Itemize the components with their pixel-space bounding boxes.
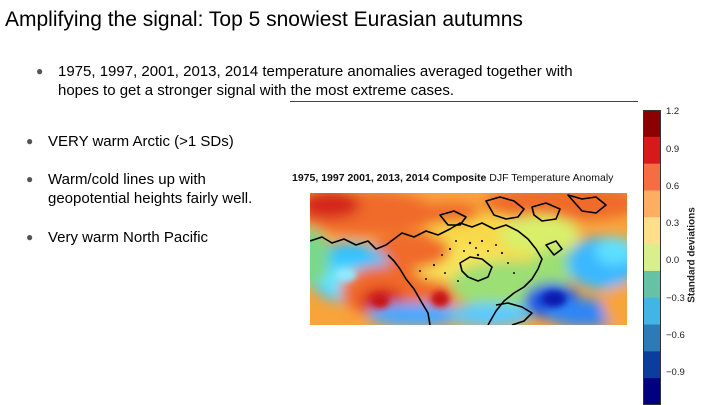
colorbar-segment bbox=[643, 378, 661, 405]
colorbar-tick-label: 0.3 bbox=[666, 218, 680, 229]
colorbar-segment bbox=[643, 217, 661, 245]
bullet-text: VERY warm Arctic (>1 SDs) bbox=[48, 133, 234, 150]
colorbar-segment bbox=[643, 244, 661, 272]
sub-bullet: ● 1975, 1997, 2001, 2013, 2014 temperatu… bbox=[36, 62, 686, 100]
colorbar-axis-label: Standard deviations bbox=[686, 207, 698, 303]
colorbar-tick-label: −0.6 bbox=[666, 330, 685, 341]
colorbar-segment bbox=[643, 190, 661, 218]
figure-title: 1975, 1997 2001, 2013, 2014 Composite DJ… bbox=[292, 172, 613, 184]
anomaly-map-image bbox=[310, 193, 627, 325]
bullet-marker: ● bbox=[26, 134, 34, 148]
temperature-anomaly-map bbox=[310, 193, 627, 325]
bullet-text: Warm/cold lines up with geopotential hei… bbox=[48, 171, 253, 207]
colorbar bbox=[643, 110, 661, 405]
colorbar-segment bbox=[643, 110, 661, 138]
colorbar-tick-label: 0.0 bbox=[666, 255, 680, 266]
colorbar-tick-label: 0.9 bbox=[666, 144, 680, 155]
colorbar-segment bbox=[643, 297, 661, 326]
figure-title-suffix: DJF Temperature Anomaly bbox=[486, 172, 614, 184]
slide-title: Amplifying the signal: Top 5 snowiest Eu… bbox=[5, 8, 523, 31]
bullet-text: Very warm North Pacific bbox=[48, 229, 209, 246]
colorbar-segment bbox=[643, 163, 661, 191]
bullet-marker: ● bbox=[26, 172, 34, 186]
colorbar-tick-label: −0.9 bbox=[666, 367, 685, 378]
bullet-marker: ● bbox=[36, 64, 44, 78]
bullet-item: ● VERY warm Arctic (>1 SDs) bbox=[26, 132, 286, 151]
bullet-item: ● Warm/cold lines up with geopotential h… bbox=[26, 170, 286, 208]
colorbar-segment bbox=[643, 270, 661, 299]
figure-title-bold: 1975, 1997 2001, 2013, 2014 Composite bbox=[292, 172, 487, 184]
colorbar-tick-label: 1.2 bbox=[666, 106, 680, 117]
bullet-item: ● Very warm North Pacific bbox=[26, 228, 286, 247]
colorbar-tick-label: 0.6 bbox=[666, 181, 680, 192]
colorbar-tick-label: −0.3 bbox=[666, 293, 685, 304]
divider-line bbox=[290, 101, 638, 102]
bullet-marker: ● bbox=[26, 230, 34, 244]
sub-bullet-text: 1975, 1997, 2001, 2013, 2014 temperature… bbox=[58, 63, 573, 99]
colorbar-segment bbox=[643, 136, 661, 165]
colorbar-segment bbox=[643, 351, 661, 379]
colorbar-segment bbox=[643, 324, 661, 352]
